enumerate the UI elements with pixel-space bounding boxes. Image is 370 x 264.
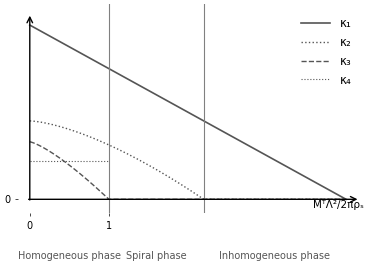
Text: Spiral phase: Spiral phase xyxy=(126,251,186,261)
Text: MᵀΛ²/2πρₛ: MᵀΛ²/2πρₛ xyxy=(313,200,363,210)
Legend: κ₁, κ₂, κ₃, κ₄: κ₁, κ₂, κ₃, κ₄ xyxy=(296,12,356,91)
Text: Inhomogeneous phase: Inhomogeneous phase xyxy=(219,251,330,261)
Text: Homogeneous phase: Homogeneous phase xyxy=(18,251,121,261)
